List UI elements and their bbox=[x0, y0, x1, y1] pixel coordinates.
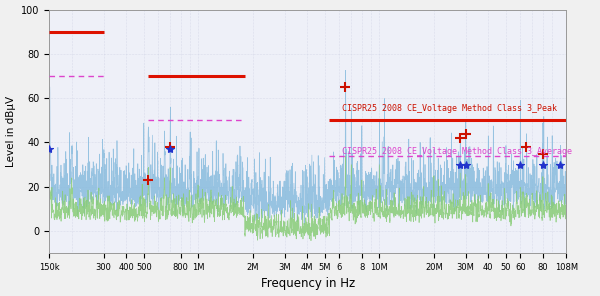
X-axis label: Frequency in Hz: Frequency in Hz bbox=[260, 277, 355, 290]
Text: CISPR25 2008 CE_Voltage Method Class 3_Peak: CISPR25 2008 CE_Voltage Method Class 3_P… bbox=[342, 104, 557, 113]
Y-axis label: Level in dBµV: Level in dBµV bbox=[5, 96, 16, 167]
Text: CISPR25 2008 CE_Voltage Method Class 3_Average: CISPR25 2008 CE_Voltage Method Class 3_A… bbox=[342, 147, 572, 155]
